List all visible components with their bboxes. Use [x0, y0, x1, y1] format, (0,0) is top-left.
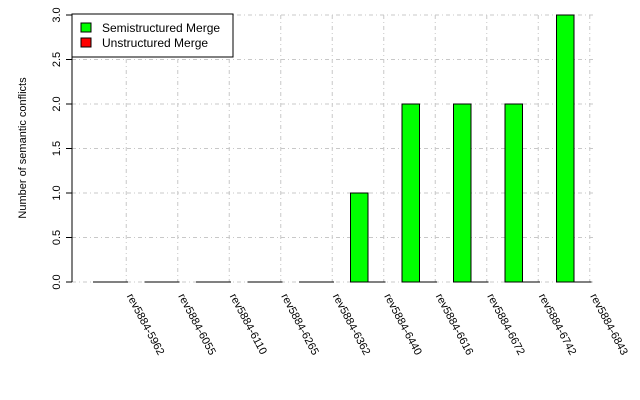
x-tick-label: rev5884-5962 [124, 292, 166, 358]
y-tick-label: 1.5 [51, 141, 63, 156]
x-tick-label: rev5884-6055 [175, 292, 217, 358]
x-tick-label: rev5884-6440 [381, 292, 423, 358]
x-tick-label: rev5884-6672 [484, 292, 526, 358]
y-tick-label: 0.0 [51, 274, 63, 289]
y-tick-label: 0.5 [51, 230, 63, 245]
x-tick-label: rev5884-6616 [433, 292, 475, 358]
bar-semistructured [401, 103, 420, 283]
y-tick-label: 3.0 [51, 7, 63, 22]
bar-semistructured [556, 14, 575, 283]
legend-swatch [80, 22, 92, 33]
x-tick-label: rev5884-6265 [278, 292, 320, 358]
x-tick-label: rev5884-6742 [536, 292, 578, 358]
bars [93, 14, 592, 283]
x-tick-label: rev5884-6110 [227, 292, 269, 357]
legend-swatch [80, 37, 92, 48]
y-tick-label: 2.0 [51, 96, 63, 111]
bar-semistructured [453, 103, 472, 283]
x-tick-label: rev5884-6362 [330, 292, 372, 358]
legend-label: Semistructured Merge [102, 21, 220, 35]
bar-semistructured [504, 103, 523, 283]
y-tick-label: 1.0 [51, 185, 63, 200]
y-tick-label: 2.5 [51, 52, 63, 67]
grid [72, 14, 593, 283]
legend-box [71, 13, 234, 58]
x-tick-label: rev5884-6843 [587, 292, 629, 358]
bar-semistructured [350, 192, 369, 283]
y-axis-title: Number of semantic conflicts [17, 77, 29, 219]
legend-label: Unstructured Merge [102, 36, 208, 50]
